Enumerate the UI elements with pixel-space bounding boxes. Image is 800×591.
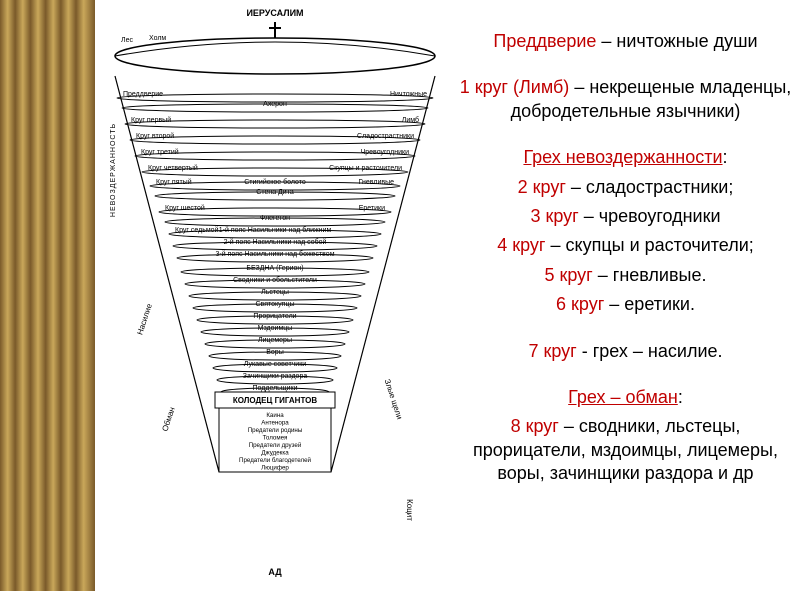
- svg-text:Зачинщики раздора: Зачинщики раздора: [243, 373, 308, 380]
- text-column: Преддверие – ничтожные души 1 круг (Лимб…: [455, 0, 800, 591]
- svg-text:Лес: Лес: [121, 37, 133, 44]
- svg-text:БЕЗДНА (Герион): БЕЗДНА (Герион): [246, 265, 303, 272]
- svg-text:Стена Дита: Стена Дита: [256, 189, 294, 196]
- diagram-bottom-label: АД: [268, 567, 281, 577]
- svg-text:Прорицатели: Прорицатели: [253, 313, 296, 320]
- svg-text:Круг пятый: Круг пятый: [156, 178, 192, 186]
- circle-desc: – ничтожные души: [596, 31, 757, 51]
- circle-label: 5 круг: [544, 265, 592, 285]
- svg-text:Скупцы и расточители: Скупцы и расточители: [329, 165, 402, 172]
- main-content: ИЕРУСАЛИМ Лес Холм НЕВОЗДЕРЖАННОСТЬ Преддве…: [95, 0, 800, 591]
- circle-label: 7 круг: [528, 341, 576, 361]
- text-line: 5 круг – гневливые.: [459, 264, 792, 287]
- section-heading: Грех невоздержанности: [523, 147, 722, 167]
- spacer: [459, 369, 792, 382]
- svg-text:Поддельщики: Поддельщики: [253, 385, 298, 392]
- svg-text:Предатели родины: Предатели родины: [248, 427, 303, 434]
- text-line: Преддверие – ничтожные души: [459, 30, 792, 53]
- heading-suffix: :: [678, 387, 683, 407]
- svg-text:Стигийское болото: Стигийское болото: [244, 178, 306, 186]
- svg-text:Круг второй: Круг второй: [136, 132, 174, 140]
- svg-text:Антенора: Антенора: [261, 420, 289, 427]
- circle-desc: – чревоугодники: [579, 206, 721, 226]
- svg-text:Мздоимцы: Мздоимцы: [258, 325, 293, 332]
- text-line: 1 круг (Лимб) – некрещеные младенцы, доб…: [459, 76, 792, 123]
- circle-label: 1 круг (Лимб): [460, 77, 570, 97]
- svg-text:Круг первый: Круг первый: [131, 116, 171, 124]
- svg-text:Еретики: Еретики: [359, 205, 385, 212]
- svg-text:3-й пояс Насильники над боже: 3-й пояс Насильники над божеством: [215, 250, 334, 258]
- svg-text:Круг третий: Круг третий: [141, 148, 179, 156]
- text-line: 2 круг – сладострастники;: [459, 176, 792, 199]
- svg-text:Холм: Холм: [149, 35, 166, 42]
- svg-text:Флегетон: Флегетон: [260, 215, 290, 222]
- svg-text:Ничтожные: Ничтожные: [390, 91, 427, 98]
- circle-desc: - грех – насилие.: [577, 341, 723, 361]
- text-line: 4 круг – скупцы и расточители;: [459, 234, 792, 257]
- diagram-column: ИЕРУСАЛИМ Лес Холм НЕВОЗДЕРЖАННОСТЬ Преддве…: [95, 0, 455, 591]
- svg-text:Чревоугодники: Чревоугодники: [361, 149, 409, 156]
- text-line: 6 круг – еретики.: [459, 293, 792, 316]
- svg-text:Воры: Воры: [266, 349, 284, 356]
- svg-text:Лимб: Лимб: [402, 116, 419, 124]
- text-line: 3 круг – чревоугодники: [459, 205, 792, 228]
- circle-desc: – сладострастники;: [566, 177, 733, 197]
- circle-label: Преддверие: [493, 31, 596, 51]
- diagram-top-label: ИЕРУСАЛИМ: [246, 8, 303, 18]
- spacer: [459, 129, 792, 142]
- svg-text:Льстецы: Льстецы: [261, 289, 289, 296]
- svg-text:Коцит: Коцит: [405, 499, 414, 521]
- svg-text:Лицемеры: Лицемеры: [258, 337, 292, 344]
- section-heading: Грех – обман: [568, 387, 678, 407]
- svg-text:Предатели благодетелей: Предатели благодетелей: [239, 457, 312, 464]
- svg-text:Толомея: Толомея: [263, 435, 288, 442]
- svg-text:Обман: Обман: [160, 406, 176, 433]
- circle-desc: – скупцы и расточители;: [546, 235, 754, 255]
- svg-text:НЕВОЗДЕРЖАННОСТЬ: НЕВОЗДЕРЖАННОСТЬ: [110, 123, 117, 217]
- svg-text:Сводники и обольстители: Сводники и обольстители: [233, 276, 317, 284]
- svg-text:Круг седьмой: Круг седьмой: [175, 226, 219, 234]
- ornament-rail: [0, 0, 95, 591]
- svg-text:Насилие: Насилие: [135, 302, 154, 336]
- svg-text:2-й пояс Насильники над собо: 2-й пояс Насильники над собой: [224, 238, 327, 246]
- svg-text:Предатели друзей: Предатели друзей: [249, 442, 302, 449]
- circle-desc: – гневливые.: [593, 265, 707, 285]
- svg-text:1-й пояс Насильники над ближ: 1-й пояс Насильники над ближним: [219, 226, 332, 234]
- text-line: 7 круг - грех – насилие.: [459, 340, 792, 363]
- svg-text:Джудекка: Джудекка: [261, 450, 289, 457]
- spacer: [459, 323, 792, 336]
- circle-label: 4 круг: [497, 235, 545, 255]
- heading-suffix: :: [723, 147, 728, 167]
- circle-label: 8 круг: [511, 416, 559, 436]
- hell-funnel-diagram: Лес Холм НЕВОЗДЕРЖАННОСТЬ Преддверие Ничтожн…: [101, 20, 449, 565]
- svg-text:Преддверие: Преддверие: [123, 91, 163, 98]
- text-line: 8 круг – сводники, льстецы, прорицатели,…: [459, 415, 792, 485]
- svg-text:Сладострастники: Сладострастники: [357, 133, 414, 140]
- svg-text:Круг шестой: Круг шестой: [165, 204, 205, 212]
- circle-label: 2 круг: [518, 177, 566, 197]
- svg-text:Гневливые: Гневливые: [359, 179, 394, 186]
- circle-label: 6 круг: [556, 294, 604, 314]
- svg-text:Злые щели: Злые щели: [383, 378, 404, 420]
- svg-text:КОЛОДЕЦ ГИГАНТОВ: КОЛОДЕЦ ГИГАНТОВ: [233, 396, 318, 405]
- text-line: Грех – обман:: [459, 386, 792, 409]
- svg-text:Круг четвертый: Круг четвертый: [148, 164, 198, 172]
- svg-text:Святокупцы: Святокупцы: [256, 301, 295, 308]
- circle-label: 3 круг: [530, 206, 578, 226]
- svg-text:Ахерон: Ахерон: [263, 101, 287, 108]
- svg-text:Лукавые советчики: Лукавые советчики: [244, 361, 306, 368]
- circle-desc: – еретики.: [604, 294, 695, 314]
- svg-text:Люцифер: Люцифер: [261, 465, 289, 472]
- svg-text:Каина: Каина: [266, 412, 284, 419]
- spacer: [459, 59, 792, 72]
- text-line: Грех невоздержанности:: [459, 146, 792, 169]
